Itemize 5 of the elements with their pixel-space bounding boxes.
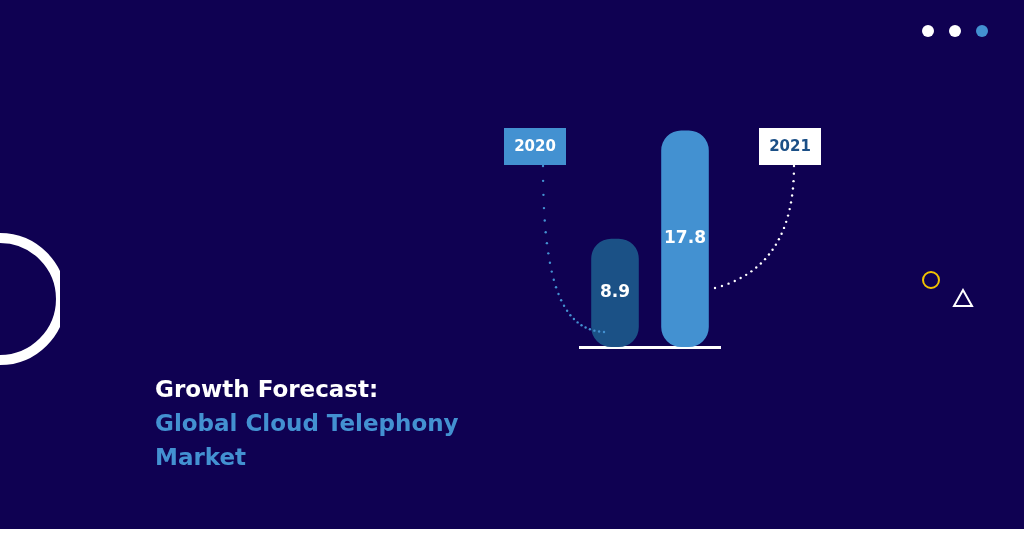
text: Growth Forecast: Global Cloud Telephony Market [155, 376, 459, 470]
data-label: 17.8 [664, 227, 706, 248]
x-tick-label: 2020 [514, 136, 556, 155]
data-label: 8.9 [599, 281, 631, 302]
x-tick-label: 2021 [769, 136, 811, 155]
